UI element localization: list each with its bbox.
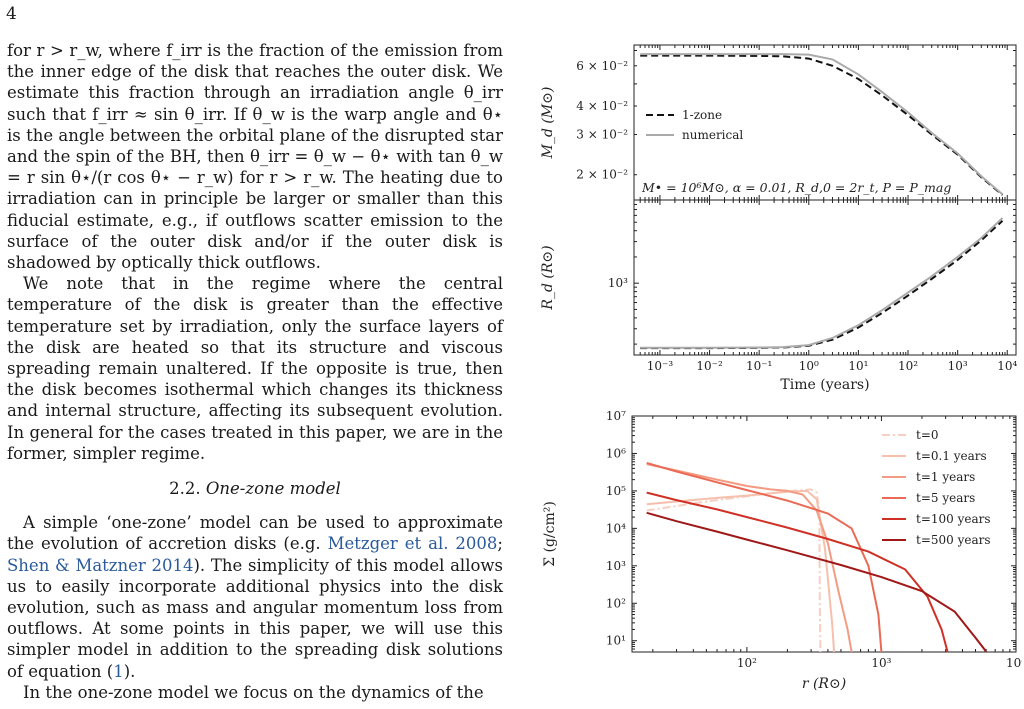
- sigma-ytick-label: 10⁶: [606, 446, 626, 460]
- bottom-series-1-line: [640, 217, 1004, 349]
- sigma-legend-label: t=5 years: [916, 491, 975, 505]
- sigma-series-4-line: [646, 491, 949, 653]
- top-series-1-line: [640, 53, 1004, 196]
- bottom-xtick-label: 10⁻¹: [746, 359, 772, 373]
- bottom-xtick-label: 10²: [898, 359, 918, 373]
- paragraph-irradiation: for r > r_w, where f_irr is the fraction…: [7, 41, 503, 273]
- left-column-text: for r > r_w, where f_irr is the fraction…: [7, 40, 503, 703]
- sigma-series-5-line: [646, 511, 987, 653]
- figure-svg: 2 × 10⁻² 3 × 10⁻² 4 × 10⁻² 6 × 10⁻² M_d (M⊙)…: [540, 44, 1024, 692]
- sigma-legend-label: t=0.1 years: [916, 449, 987, 463]
- sigma-series-1-line: [646, 489, 836, 653]
- bottom-ytick-label: 10³: [608, 276, 628, 290]
- top-panel-frame: [633, 44, 1017, 201]
- top-ylabel: M_d (M⊙): [540, 87, 556, 160]
- top-annotation: M• = 10⁶M⊙, α = 0.01, R_d,0 = 2r_t, P = …: [641, 180, 951, 195]
- bottom-xtick-label: 10⁰: [799, 359, 819, 373]
- top-ytick-label: 3 × 10⁻²: [576, 128, 628, 142]
- sigma-legend-label: t=1 years: [916, 470, 975, 484]
- sigma-xtick-label: 10⁴: [1006, 656, 1022, 670]
- citation-metzger-2008[interactable]: Metzger et al. 2008: [327, 534, 498, 554]
- top-legend-label: numerical: [682, 128, 743, 142]
- top-ytick-label: 2 × 10⁻²: [576, 168, 628, 182]
- sigma-ytick-label: 10⁷: [606, 409, 626, 423]
- bottom-xtick-label: 10⁻³: [647, 359, 674, 373]
- bottom-series-0-line: [640, 220, 1004, 350]
- sigma-series-0-line: [646, 488, 822, 653]
- sigma-ytick-label: 10³: [606, 559, 626, 573]
- sigma-legend-label: t=100 years: [916, 512, 991, 526]
- section-title: One-zone model: [205, 479, 341, 499]
- sigma-xlabel: r (R⊙): [802, 676, 846, 692]
- sigma-series-3-line: [646, 461, 883, 653]
- equation-reference[interactable]: 1: [113, 661, 124, 681]
- paragraph-regime: We note that in the regime where the cen…: [7, 274, 503, 463]
- sigma-ytick-label: 10¹: [606, 634, 626, 648]
- sigma-xtick-label: 10³: [871, 656, 891, 670]
- citation-separator: ;: [497, 534, 503, 554]
- page-number: 4: [6, 4, 17, 24]
- bottom-xtick-label: 10³: [948, 359, 968, 373]
- para3-start: A simple ‘one-zone’ model can be used to…: [7, 513, 503, 554]
- citation-shen-matzner-2014[interactable]: Shen & Matzner 2014: [7, 555, 194, 575]
- section-heading: 2.2. One-zone model: [7, 478, 503, 499]
- bottom-xlabel: Time (years): [780, 377, 869, 393]
- sigma-xtick-label: 10²: [737, 656, 757, 670]
- sigma-series-2-line: [646, 463, 853, 653]
- top-ytick-label: 4 × 10⁻²: [576, 99, 628, 113]
- sigma-ytick-label: 10⁵: [606, 484, 626, 498]
- top-series-0-line: [640, 54, 1004, 196]
- para3-mid: ). The simplicity of this model allows u…: [7, 555, 504, 681]
- bottom-xtick-label: 10¹: [848, 359, 868, 373]
- bottom-xtick-label: 10⁻²: [696, 359, 723, 373]
- paragraph-dynamics: In the one-zone model we focus on the dy…: [23, 682, 484, 702]
- section-number: 2.2.: [169, 479, 201, 499]
- paragraph-one-zone: A simple ‘one-zone’ model can be used to…: [7, 512, 503, 682]
- para3-end: ).: [123, 661, 136, 681]
- top-ytick-label: 6 × 10⁻²: [576, 59, 628, 73]
- sigma-ytick-label: 10⁴: [606, 521, 626, 535]
- sigma-ylabel: Σ (g/cm²): [542, 501, 558, 567]
- sigma-ytick-label: 10²: [606, 596, 626, 610]
- sigma-legend-label: t=500 years: [916, 533, 991, 547]
- sigma-legend-label: t=0: [916, 428, 939, 442]
- bottom-ylabel: R_d (R⊙): [540, 245, 556, 310]
- figure-column: 2 × 10⁻² 3 × 10⁻² 4 × 10⁻² 6 × 10⁻² M_d (M⊙)…: [534, 40, 1024, 700]
- bottom-panel-frame: [633, 199, 1017, 356]
- top-legend-label: 1-zone: [682, 108, 722, 122]
- bottom-xtick-label: 10⁴: [997, 359, 1017, 373]
